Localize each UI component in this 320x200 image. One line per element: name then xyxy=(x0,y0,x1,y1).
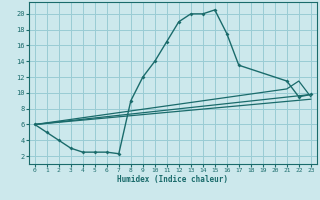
X-axis label: Humidex (Indice chaleur): Humidex (Indice chaleur) xyxy=(117,175,228,184)
